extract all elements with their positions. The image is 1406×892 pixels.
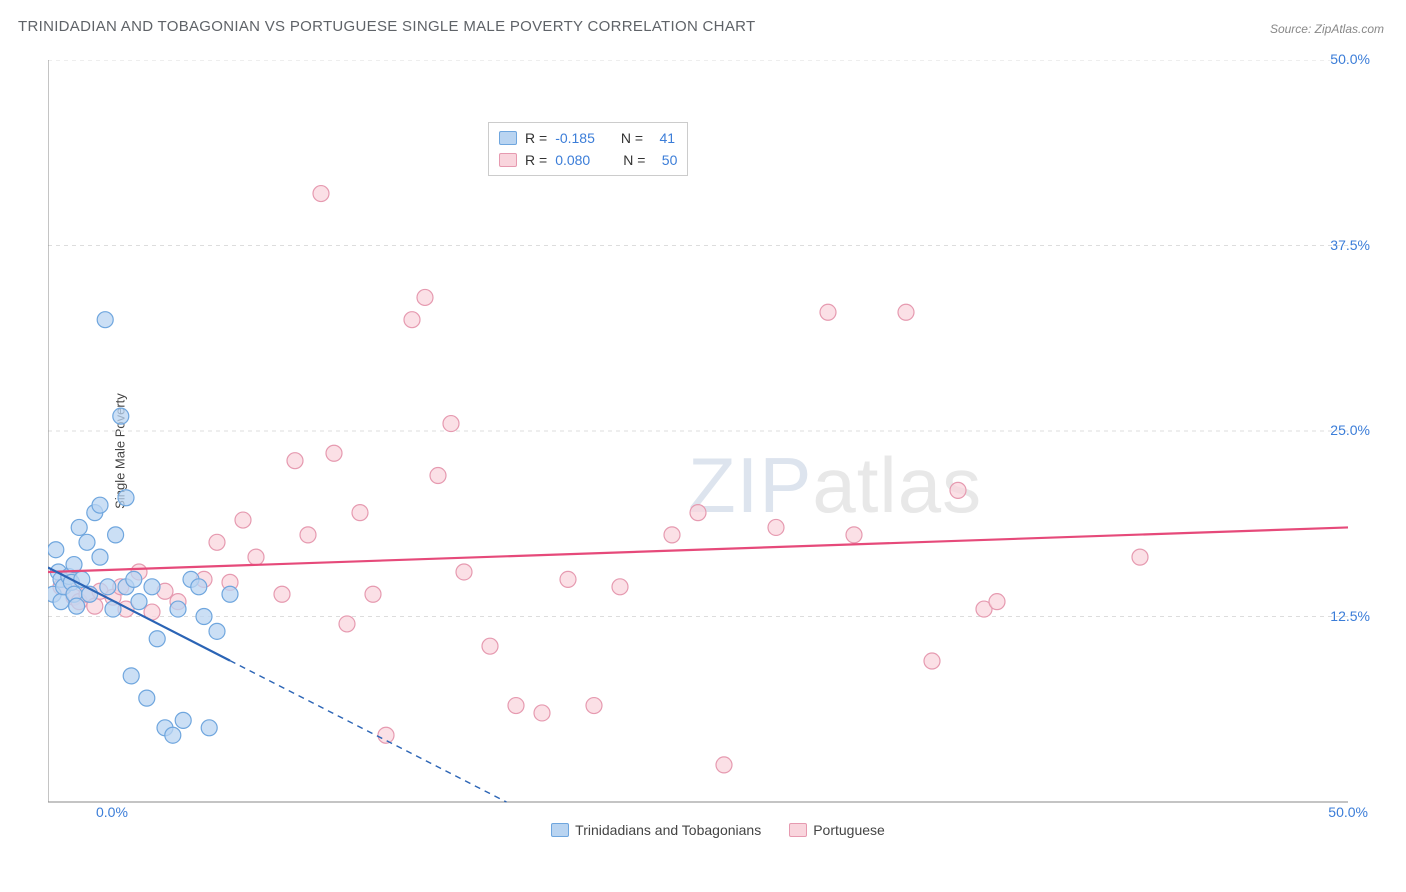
source-label: Source: ZipAtlas.com	[1270, 22, 1384, 36]
legend: Trinidadians and Tobagonians Portuguese	[48, 822, 1388, 838]
y-tick-label: 50.0%	[1330, 51, 1370, 67]
n-val-a: 41	[651, 130, 675, 146]
n-val-b: 50	[653, 152, 677, 168]
n-label: N =	[621, 130, 643, 146]
plot-area: Single Male Poverty ZIPatlas R = -0.185 …	[48, 60, 1388, 842]
legend-item-b: Portuguese	[789, 822, 885, 838]
stats-row-a: R = -0.185 N = 41	[499, 127, 677, 149]
n-label-2: N =	[623, 152, 645, 168]
legend-swatch-a-icon	[551, 823, 569, 837]
legend-swatch-b-icon	[789, 823, 807, 837]
r-label-2: R =	[525, 152, 547, 168]
legend-label-a: Trinidadians and Tobagonians	[575, 822, 761, 838]
stats-row-b: R = 0.080 N = 50	[499, 149, 677, 171]
y-tick-label: 37.5%	[1330, 237, 1370, 253]
r-val-b: 0.080	[555, 152, 597, 168]
swatch-b-icon	[499, 153, 517, 167]
legend-label-b: Portuguese	[813, 822, 885, 838]
legend-item-a: Trinidadians and Tobagonians	[551, 822, 761, 838]
x-tick-1: 50.0%	[1328, 804, 1368, 820]
y-tick-label: 12.5%	[1330, 608, 1370, 624]
swatch-a-icon	[499, 131, 517, 145]
r-label: R =	[525, 130, 547, 146]
stats-box: R = -0.185 N = 41 R = 0.080 N = 50	[488, 122, 688, 176]
chart-container: TRINIDADIAN AND TOBAGONIAN VS PORTUGUESE…	[0, 0, 1406, 892]
y-tick-label: 25.0%	[1330, 422, 1370, 438]
scatter-chart	[48, 60, 1388, 842]
r-val-a: -0.185	[555, 130, 595, 146]
chart-title: TRINIDADIAN AND TOBAGONIAN VS PORTUGUESE…	[18, 18, 755, 35]
x-tick-0: 0.0%	[96, 804, 128, 820]
